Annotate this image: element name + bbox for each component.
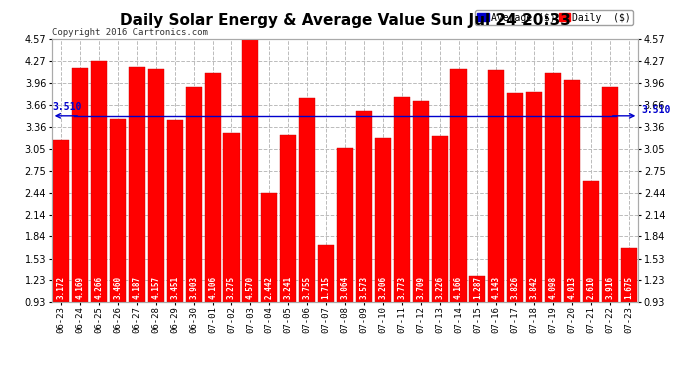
Text: Daily Solar Energy & Average Value Sun Jul 24 20:33: Daily Solar Energy & Average Value Sun J… bbox=[119, 13, 571, 28]
Bar bbox=[469, 276, 486, 302]
Text: 3.916: 3.916 bbox=[605, 276, 614, 299]
Bar bbox=[583, 181, 599, 302]
Bar bbox=[602, 87, 618, 302]
Bar bbox=[413, 102, 428, 302]
Bar bbox=[394, 97, 410, 302]
Text: 1.675: 1.675 bbox=[624, 276, 633, 299]
Text: 3.755: 3.755 bbox=[303, 276, 312, 299]
Bar bbox=[431, 136, 448, 302]
Text: 3.172: 3.172 bbox=[57, 276, 66, 299]
Text: 4.106: 4.106 bbox=[208, 276, 217, 299]
Text: 3.573: 3.573 bbox=[359, 276, 368, 299]
Text: 1.287: 1.287 bbox=[473, 276, 482, 299]
Text: 4.266: 4.266 bbox=[95, 276, 103, 299]
Bar bbox=[356, 111, 372, 302]
Bar bbox=[318, 245, 334, 302]
Bar bbox=[224, 133, 239, 302]
Text: 4.098: 4.098 bbox=[549, 276, 558, 299]
Bar bbox=[262, 193, 277, 302]
Text: 4.157: 4.157 bbox=[151, 276, 160, 299]
Text: 3.226: 3.226 bbox=[435, 276, 444, 299]
Text: 4.187: 4.187 bbox=[132, 276, 141, 299]
Bar bbox=[91, 61, 107, 302]
Text: 3.773: 3.773 bbox=[397, 276, 406, 299]
Text: 3.064: 3.064 bbox=[340, 276, 350, 299]
Bar bbox=[204, 73, 221, 302]
Bar bbox=[110, 119, 126, 302]
Text: 4.169: 4.169 bbox=[76, 276, 85, 299]
Bar bbox=[299, 98, 315, 302]
Text: 3.460: 3.460 bbox=[113, 276, 122, 299]
Text: Copyright 2016 Cartronics.com: Copyright 2016 Cartronics.com bbox=[52, 28, 208, 37]
Text: 3.510: 3.510 bbox=[52, 102, 82, 112]
Bar bbox=[621, 248, 637, 302]
Text: 3.206: 3.206 bbox=[378, 276, 387, 299]
Text: 3.451: 3.451 bbox=[170, 276, 179, 299]
Bar bbox=[451, 69, 466, 302]
Bar bbox=[526, 92, 542, 302]
Bar bbox=[129, 67, 145, 302]
Bar bbox=[186, 87, 201, 302]
Legend: Average ($), Daily  ($): Average ($), Daily ($) bbox=[475, 10, 633, 25]
Text: 3.510: 3.510 bbox=[641, 105, 671, 114]
Text: 3.903: 3.903 bbox=[189, 276, 198, 299]
Text: 3.241: 3.241 bbox=[284, 276, 293, 299]
Text: 3.842: 3.842 bbox=[530, 276, 539, 299]
Text: 4.570: 4.570 bbox=[246, 276, 255, 299]
Text: 3.709: 3.709 bbox=[416, 276, 425, 299]
Bar bbox=[280, 135, 296, 302]
Text: 3.826: 3.826 bbox=[511, 276, 520, 299]
Bar bbox=[167, 120, 183, 302]
Text: 1.715: 1.715 bbox=[322, 276, 331, 299]
Bar bbox=[53, 140, 69, 302]
Bar bbox=[545, 74, 561, 302]
Bar bbox=[375, 138, 391, 302]
Bar bbox=[148, 69, 164, 302]
Text: 2.610: 2.610 bbox=[586, 276, 595, 299]
Bar bbox=[337, 148, 353, 302]
Text: 4.166: 4.166 bbox=[454, 276, 463, 299]
Bar bbox=[489, 70, 504, 302]
Text: 4.013: 4.013 bbox=[568, 276, 577, 299]
Bar bbox=[564, 80, 580, 302]
Bar bbox=[507, 93, 523, 302]
Bar bbox=[242, 39, 259, 302]
Bar bbox=[72, 68, 88, 302]
Text: 2.442: 2.442 bbox=[265, 276, 274, 299]
Text: 3.275: 3.275 bbox=[227, 276, 236, 299]
Text: 4.143: 4.143 bbox=[492, 276, 501, 299]
